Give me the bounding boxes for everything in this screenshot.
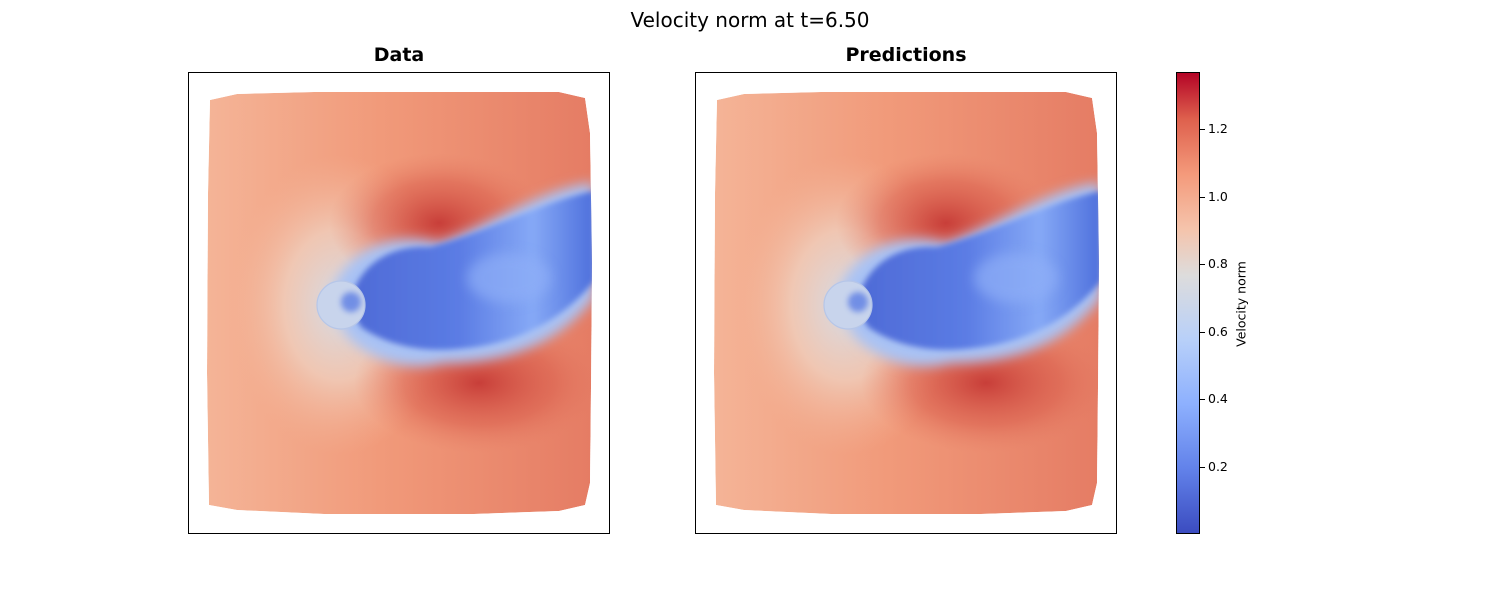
colorbar-tick-label: 0.2	[1208, 458, 1228, 474]
panel-title-predictions: Predictions	[845, 44, 967, 66]
figure-title: Velocity norm at t=6.50	[630, 8, 870, 32]
colorbar-tick	[1200, 466, 1205, 468]
colorbar-tick	[1200, 264, 1205, 266]
panel-predictions	[695, 72, 1117, 534]
colorbar	[1176, 72, 1200, 534]
velocity-field-data	[207, 92, 592, 514]
colorbar-tick-label: 0.8	[1208, 256, 1228, 272]
panel-data	[188, 72, 610, 534]
colorbar-tick-label: 1.2	[1208, 121, 1228, 137]
panel-title-data: Data	[373, 44, 425, 66]
velocity-field-predictions	[714, 92, 1099, 514]
colorbar-tick	[1200, 399, 1205, 401]
colorbar-tick	[1200, 196, 1205, 198]
colorbar-tick-label: 1.0	[1208, 188, 1228, 204]
colorbar-tick-label: 0.4	[1208, 391, 1228, 407]
colorbar-tick	[1200, 331, 1205, 333]
colorbar-label: Velocity norm	[1233, 261, 1249, 347]
colorbar-tick-label: 0.6	[1208, 323, 1228, 339]
colorbar-tick	[1200, 129, 1205, 131]
